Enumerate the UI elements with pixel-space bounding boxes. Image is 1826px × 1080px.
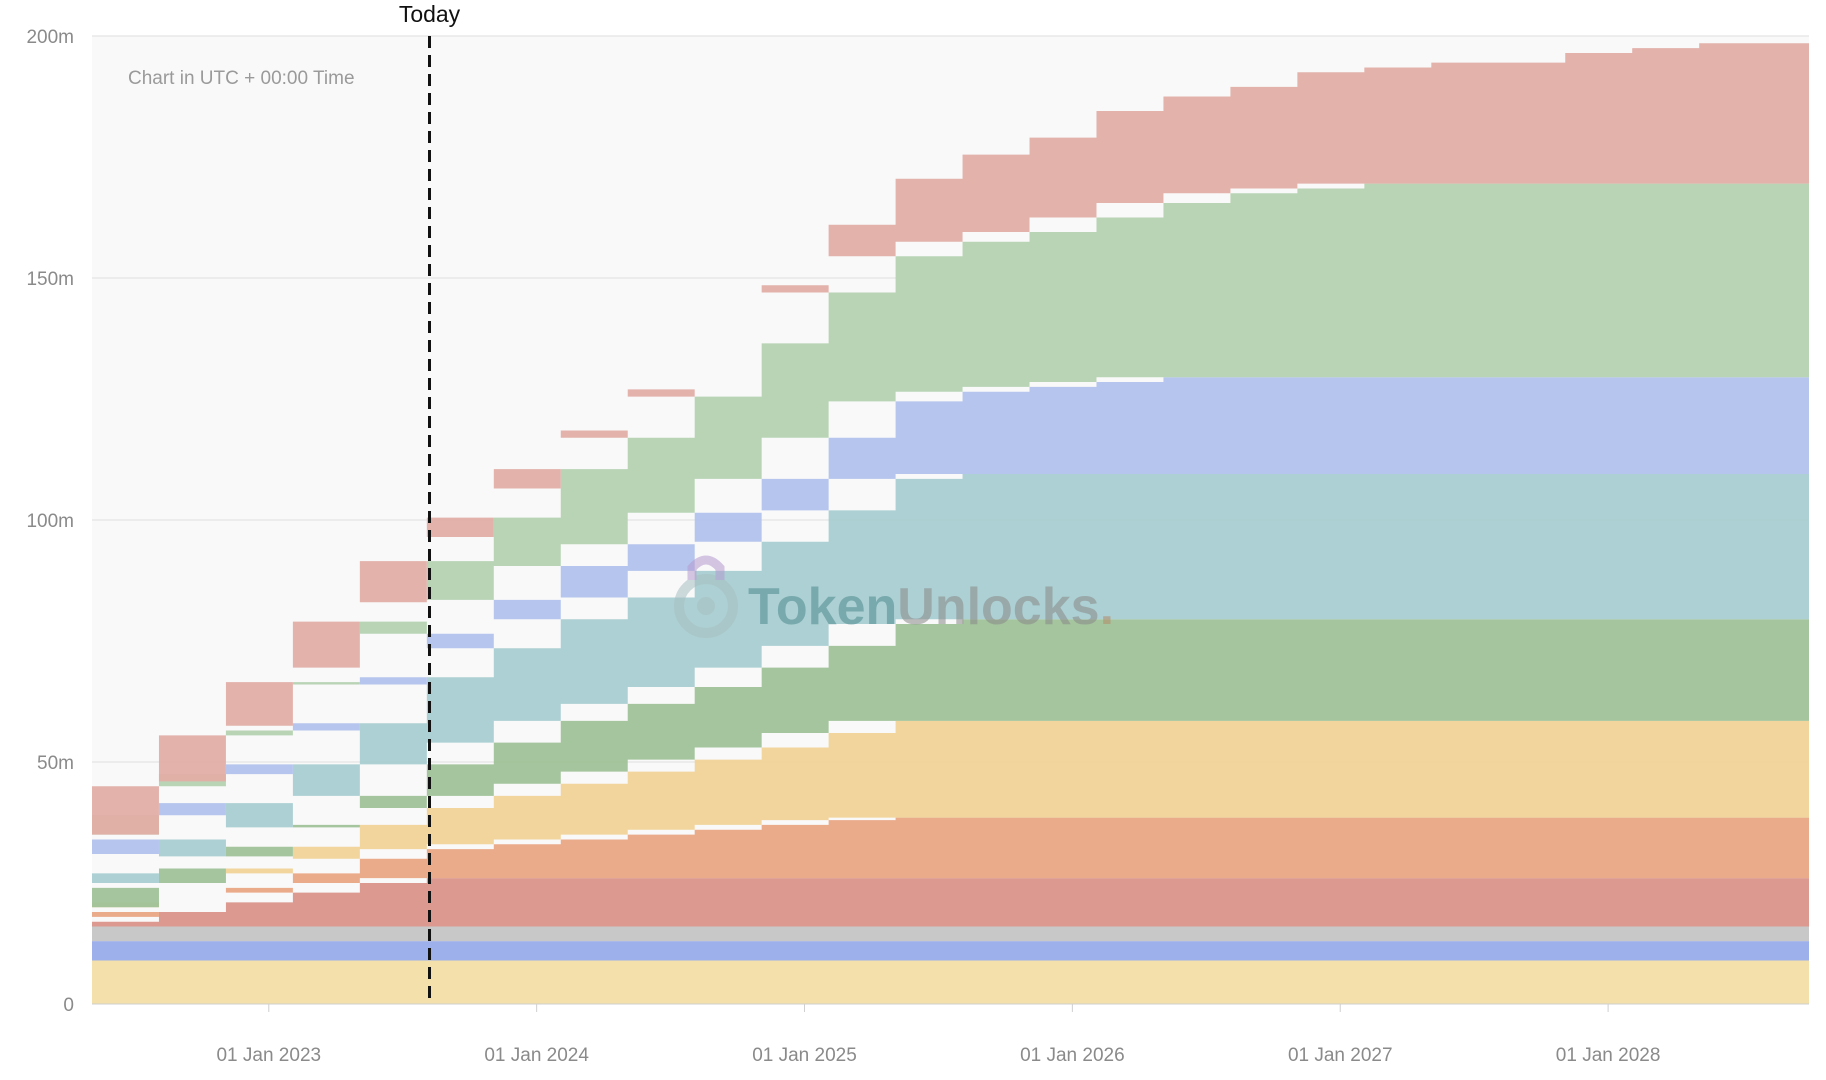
tick-labels: 0 50m 100m 150m 200m 01 Jan 2023 01 Jan 2024 01… — [26, 27, 1660, 1066]
y-tick-label: 0 — [63, 995, 74, 1016]
series-area — [92, 183, 1809, 854]
timezone-note: Chart in UTC + 00:00 Time — [128, 68, 355, 89]
watermark-unlocks-text: Unlocks — [897, 578, 1099, 636]
series-area — [92, 720, 1809, 917]
series-area — [92, 38, 1809, 835]
series-area — [92, 941, 1809, 961]
y-tick-label: 150m — [26, 269, 74, 290]
watermark-dot: . — [1100, 578, 1114, 636]
x-tick-label: 01 Jan 2026 — [1020, 1045, 1125, 1066]
svg-text:TokenUnlocks.: TokenUnlocks. — [748, 578, 1114, 636]
y-tick-label: 200m — [26, 27, 74, 48]
series-area — [92, 817, 1809, 922]
x-tick-label: 01 Jan 2025 — [752, 1045, 857, 1066]
x-tick-label: 01 Jan 2023 — [216, 1045, 321, 1066]
y-tick-label: 50m — [37, 753, 74, 774]
today-label: Today — [399, 1, 461, 27]
today-marker: Today — [399, 1, 461, 1004]
series-area — [92, 878, 1809, 927]
series-area — [92, 926, 1809, 942]
x-tick-label: 01 Jan 2027 — [1288, 1045, 1393, 1066]
watermark-token-text: Token — [748, 578, 897, 636]
x-tick-label: 01 Jan 2024 — [484, 1045, 589, 1066]
series-area — [92, 377, 1809, 874]
y-tick-label: 100m — [26, 511, 74, 532]
x-tick-label: 01 Jan 2028 — [1556, 1045, 1661, 1066]
series-area — [92, 960, 1809, 1004]
tokenunlocks-watermark: TokenUnlocks. — [674, 555, 1114, 638]
series-area — [92, 619, 1809, 908]
series-area — [92, 474, 1809, 908]
padlock-icon — [674, 555, 738, 638]
stacked-areas — [92, 38, 1809, 1004]
